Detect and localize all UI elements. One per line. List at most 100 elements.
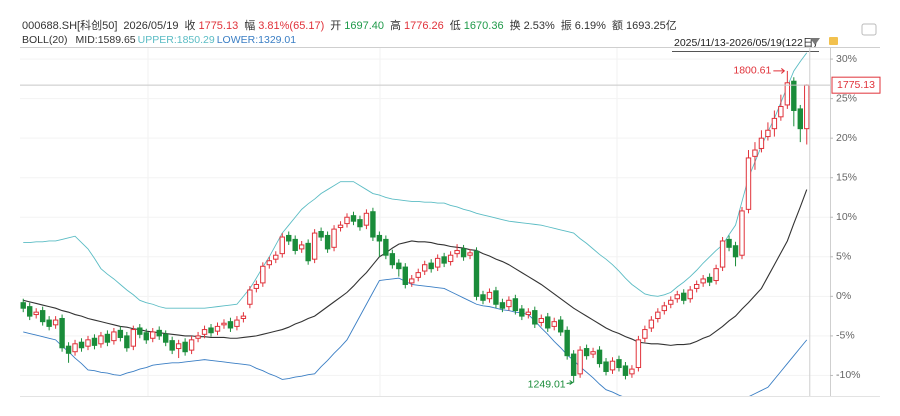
candle-body — [260, 265, 266, 284]
candle-body — [52, 319, 59, 326]
candle-body — [357, 219, 363, 228]
candle-body — [370, 211, 376, 238]
candle-body — [286, 234, 292, 242]
candle-body — [758, 137, 765, 149]
candle-body — [266, 260, 273, 266]
candle-body — [27, 306, 33, 317]
candle-body — [350, 215, 357, 222]
candle-body — [175, 343, 182, 350]
candle-body — [577, 349, 583, 375]
last-price-label: 1775.13 — [837, 79, 875, 91]
candle-body — [642, 329, 648, 339]
candle-body — [719, 240, 726, 268]
field-value: 2.53% — [523, 20, 555, 32]
menu-icon[interactable] — [861, 23, 877, 36]
candle-body — [655, 311, 661, 319]
candle-body — [713, 268, 719, 282]
field-label: 低 — [449, 20, 461, 32]
field-label: 开 — [330, 20, 342, 32]
candle-body — [20, 302, 26, 309]
candle-body — [687, 289, 693, 300]
candle-body — [499, 302, 506, 309]
candle-body — [331, 228, 337, 248]
candle-body — [156, 329, 162, 337]
field-value: 1776.26 — [404, 20, 444, 32]
candle-body — [111, 331, 117, 342]
candle-body — [603, 361, 609, 372]
min-label: 1249.01 — [528, 378, 566, 390]
candle-body — [732, 245, 739, 258]
candle-body — [771, 117, 778, 130]
plot-area — [20, 52, 810, 396]
candle-body — [428, 262, 434, 270]
candle-body — [396, 262, 402, 270]
candle-body — [227, 321, 234, 329]
candle-body — [389, 253, 396, 266]
candle-body — [39, 310, 46, 323]
candle-body — [700, 278, 706, 284]
y-tick-label: 10% — [836, 211, 857, 223]
field-value: 1693.25亿 — [625, 20, 677, 32]
candle-body — [337, 224, 344, 229]
candle-body — [104, 333, 111, 343]
lock-icon[interactable] — [829, 37, 838, 45]
candle-body — [33, 311, 39, 316]
candle-body — [493, 290, 499, 305]
candle-body — [454, 249, 460, 255]
candle-body — [506, 299, 512, 308]
boll-line — [23, 189, 808, 346]
candle-body — [273, 254, 279, 260]
candle-body — [324, 234, 331, 250]
max-arrow — [773, 68, 786, 74]
candle-body — [473, 250, 480, 297]
candle-body — [441, 256, 447, 264]
candle-body — [221, 322, 227, 326]
candle-body — [130, 329, 137, 347]
legend-entry: UPPER:1850.29 — [137, 34, 215, 46]
candle-body — [460, 248, 467, 258]
candle-body — [150, 331, 156, 339]
security-code: 000688.SH[科创50] — [22, 20, 118, 32]
candle-body — [292, 238, 298, 251]
field-label: 高 — [390, 20, 402, 32]
candle-body — [765, 129, 771, 138]
candle-body — [305, 242, 311, 262]
candle-body — [648, 319, 655, 329]
candle-body — [784, 82, 791, 106]
field-label: 振 — [560, 20, 572, 32]
candle-body — [467, 252, 473, 256]
candle-body — [415, 272, 421, 278]
candle-body — [137, 327, 143, 335]
candle-body — [519, 308, 525, 317]
candle-body — [674, 294, 680, 300]
range-dropdown-icon[interactable] — [810, 38, 820, 45]
candle-body — [583, 348, 590, 357]
range-selector[interactable]: 2025/11/13-2026/05/19(122日) — [672, 35, 819, 52]
candle-body — [59, 317, 65, 349]
y-tick-label: 20% — [836, 132, 857, 144]
candle-body — [383, 238, 389, 256]
candle-body — [143, 332, 149, 341]
candle-body — [376, 234, 383, 242]
field-value: 1775.13 — [198, 20, 239, 32]
candle-body — [668, 299, 674, 305]
candle-body — [661, 305, 668, 312]
field-value: 1697.40 — [344, 20, 385, 32]
field-value: 3.81%(65.17) — [258, 20, 325, 32]
boll-line — [23, 52, 808, 309]
min-arrow — [566, 380, 574, 385]
candle-body — [195, 335, 201, 339]
candle-body — [570, 353, 577, 376]
candle-body — [791, 80, 797, 111]
candle-body — [201, 329, 208, 335]
candle-body — [551, 321, 557, 327]
candle-body — [512, 298, 519, 312]
candle-body — [752, 149, 758, 157]
candle-body — [422, 264, 428, 272]
candle-body — [693, 283, 700, 289]
indicator-legend: BOLL(20) MID:1589.65 UPPER:1850.29 LOWER:13… — [22, 34, 298, 46]
field-value: 6.19% — [574, 20, 606, 32]
candle-body — [739, 210, 745, 256]
candle-body — [447, 254, 454, 263]
